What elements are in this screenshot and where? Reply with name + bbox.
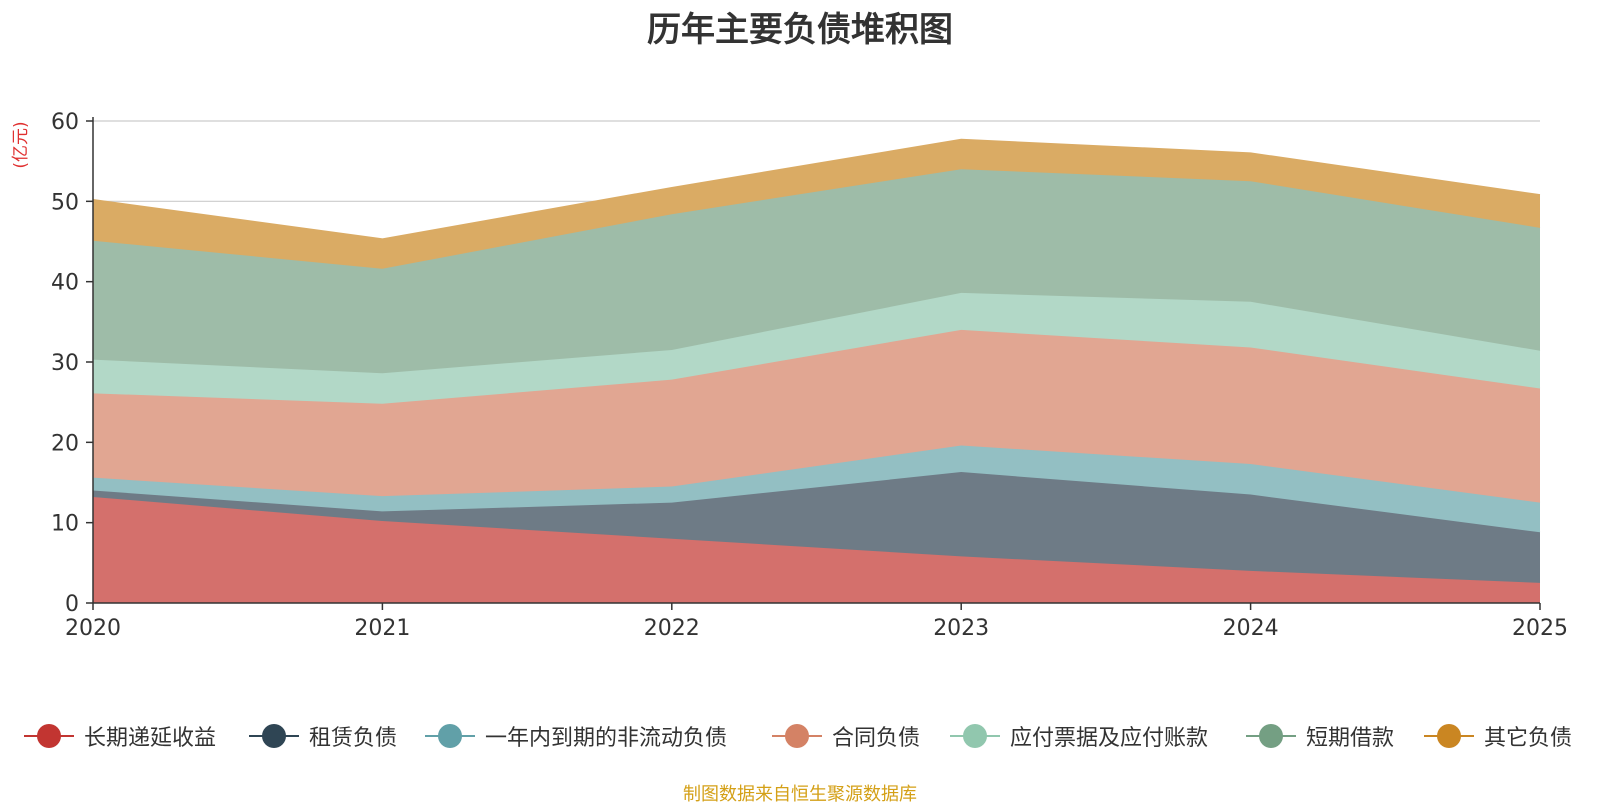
y-tick-label: 50 bbox=[51, 190, 79, 215]
legend-item[interactable]: 应付票据及应付账款 bbox=[950, 716, 1208, 756]
x-tick-label: 2023 bbox=[933, 616, 989, 641]
legend-marker-icon bbox=[1246, 724, 1296, 748]
series-area-6 bbox=[93, 139, 1540, 269]
legend-marker-icon bbox=[24, 724, 74, 748]
legend-label: 合同负债 bbox=[832, 726, 921, 751]
y-tick-label: 60 bbox=[51, 110, 79, 135]
legend-item[interactable]: 其它负债 bbox=[1424, 716, 1572, 756]
y-tick-label: 30 bbox=[51, 351, 79, 376]
x-tick-label: 2025 bbox=[1512, 616, 1568, 641]
legend-marker-icon bbox=[249, 724, 299, 748]
legend-item[interactable]: 短期借款 bbox=[1246, 716, 1394, 756]
x-tick-label: 2024 bbox=[1223, 616, 1279, 641]
legend-item[interactable]: 一年内到期的非流动负债 bbox=[425, 716, 727, 756]
series-area-4 bbox=[93, 292, 1540, 404]
series-area-5 bbox=[93, 169, 1540, 374]
legend-marker-icon bbox=[950, 724, 1000, 748]
legend-item[interactable]: 长期递延收益 bbox=[24, 716, 216, 756]
series-area-2 bbox=[93, 445, 1540, 533]
x-tick-label: 2022 bbox=[644, 616, 700, 641]
data-source-note: 制图数据来自恒生聚源数据库 bbox=[683, 784, 917, 805]
legend-label: 长期递延收益 bbox=[84, 726, 217, 751]
series-line-6 bbox=[92, 138, 1541, 240]
legend-label: 其它负债 bbox=[1484, 726, 1573, 751]
chart-title: 历年主要负债堆积图 bbox=[647, 10, 953, 50]
legend-marker-icon bbox=[1424, 724, 1474, 748]
series-area-0 bbox=[93, 496, 1540, 603]
y-tick-label: 40 bbox=[51, 271, 79, 296]
chart-legend: 长期递延收益 租赁负债 一年内到期的非流动负债 合同负债 应付票据及应付账款 短期借款 其它… bbox=[0, 716, 1600, 756]
legend-item[interactable]: 租赁负债 bbox=[249, 716, 397, 756]
stacked-areas bbox=[92, 138, 1541, 603]
x-tick-label: 2020 bbox=[65, 616, 121, 641]
series-area-3 bbox=[93, 329, 1540, 503]
legend-label: 应付票据及应付账款 bbox=[1010, 726, 1209, 751]
legend-label: 租赁负债 bbox=[309, 726, 398, 751]
y-tick-label: 0 bbox=[65, 592, 79, 617]
x-tick-label: 2021 bbox=[354, 616, 410, 641]
legend-marker-icon bbox=[772, 724, 822, 748]
legend-item[interactable]: 合同负债 bbox=[772, 716, 920, 756]
legend-marker-icon bbox=[425, 724, 475, 748]
y-tick-label: 10 bbox=[51, 512, 79, 537]
legend-label: 短期借款 bbox=[1306, 726, 1395, 751]
y-axis-unit-label: (亿元) bbox=[11, 121, 31, 168]
legend-label: 一年内到期的非流动负债 bbox=[485, 726, 728, 751]
y-tick-label: 20 bbox=[51, 431, 79, 456]
series-area-1 bbox=[93, 472, 1540, 583]
series-line-0 bbox=[92, 496, 1541, 584]
